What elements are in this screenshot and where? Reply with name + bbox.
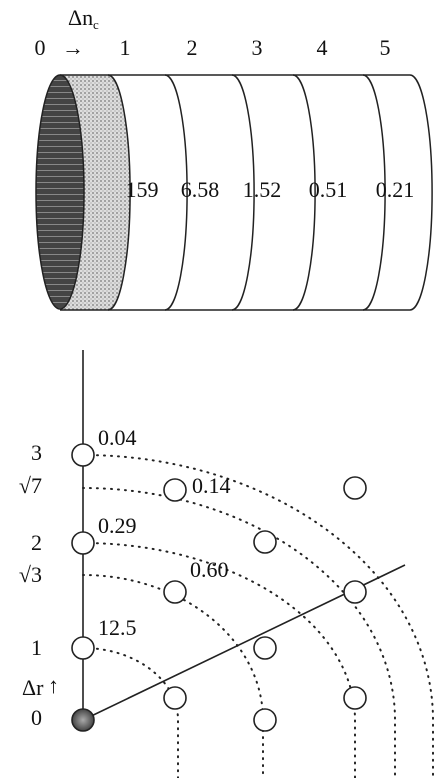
level-label: 0 bbox=[31, 705, 42, 730]
level-label: √3 bbox=[19, 562, 42, 587]
axis-arrow: ↑ bbox=[48, 673, 59, 698]
site-value: 0.29 bbox=[98, 513, 137, 538]
level-label: 1 bbox=[31, 635, 42, 660]
site-value: 0.04 bbox=[98, 425, 137, 450]
level-label: 2 bbox=[31, 530, 42, 555]
site-value: 0.14 bbox=[192, 473, 231, 498]
axis-label: Δr bbox=[22, 675, 44, 700]
level-label: 3 bbox=[31, 440, 42, 465]
level-label: √7 bbox=[19, 473, 42, 498]
cylinder bbox=[35, 74, 433, 311]
axis-label: Δn bbox=[68, 5, 93, 30]
segment-value: 6.58 bbox=[181, 177, 220, 202]
station-label: 2 bbox=[187, 35, 198, 60]
segment-value: 159 bbox=[126, 177, 159, 202]
station-label: 3 bbox=[252, 35, 263, 60]
segment-value: 0.21 bbox=[376, 177, 415, 202]
segment-value: 0.51 bbox=[309, 177, 348, 202]
station-label: 4 bbox=[317, 35, 328, 60]
axis-label-sub: c bbox=[93, 17, 99, 32]
station-label: 0 bbox=[35, 35, 46, 60]
site-value: 0.60 bbox=[190, 557, 229, 582]
station-label: 5 bbox=[380, 35, 391, 60]
site-value: 12.5 bbox=[98, 615, 137, 640]
segment-value: 1.52 bbox=[243, 177, 282, 202]
lattice bbox=[71, 350, 434, 778]
arrow: → bbox=[62, 35, 84, 60]
station-label: 1 bbox=[120, 35, 131, 60]
